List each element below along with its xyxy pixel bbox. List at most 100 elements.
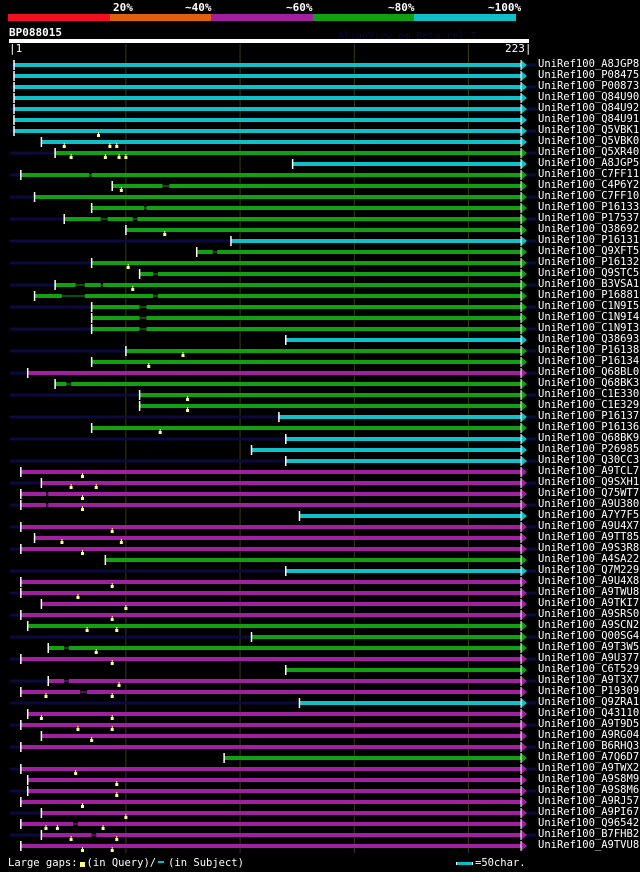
hit-end-arrow	[521, 544, 527, 554]
hit-label[interactable]: UniRef100_C1N9I4	[538, 311, 640, 323]
hit-label[interactable]: UniRef100_C1N9I5	[538, 300, 640, 312]
query-gap-marker	[81, 805, 85, 808]
hit-label[interactable]: UniRef100_A9SCN2	[538, 619, 640, 631]
hit-label[interactable]: UniRef100_A7Q6D7	[538, 751, 640, 763]
hit-label[interactable]: UniRef100_Q96542	[538, 817, 640, 829]
hit-label[interactable]: UniRef100_C1E329	[538, 399, 640, 411]
hit-label[interactable]: UniRef100_A9S8M9	[538, 773, 640, 785]
hit-label[interactable]: UniRef100_P16881	[538, 289, 640, 301]
hit-label[interactable]: UniRef100_A9SRS0	[538, 608, 640, 620]
hit-label[interactable]: UniRef100_A4SA22	[538, 553, 640, 565]
query-gap-marker	[94, 651, 98, 654]
hit-label[interactable]: UniRef100_Q00SG4	[538, 630, 640, 642]
hit-label[interactable]: UniRef100_A9U4X8	[538, 575, 640, 587]
hit-segment	[34, 294, 62, 298]
hit-label[interactable]: UniRef100_Q38692	[538, 223, 640, 235]
hit-label[interactable]: UniRef100_Q9SXH1	[538, 476, 640, 488]
hit-label[interactable]: UniRef100_Q84U91	[538, 113, 640, 125]
query-gap-marker	[124, 816, 128, 819]
hit-label[interactable]: UniRef100_Q68BK9	[538, 432, 640, 444]
hit-label[interactable]: UniRef100_C4P6Y2	[538, 179, 640, 191]
hit-label[interactable]: UniRef100_P26985	[538, 443, 640, 455]
hit-label[interactable]: UniRef100_Q9STC5	[538, 267, 640, 279]
hit-end-arrow	[521, 566, 527, 576]
hit-label[interactable]: UniRef100_C1E330	[538, 388, 640, 400]
hit-label[interactable]: UniRef100_A9S8M6	[538, 784, 640, 796]
hit-label[interactable]: UniRef100_P16133	[538, 201, 640, 213]
hit-label[interactable]: UniRef100_A9TCL7	[538, 465, 640, 477]
hit-label[interactable]: UniRef100_C6T529	[538, 663, 640, 675]
hit-label[interactable]: UniRef100_P19309	[538, 685, 640, 697]
hit-label[interactable]: UniRef100_Q7M229	[538, 564, 640, 576]
hit-label[interactable]: UniRef100_P08475	[538, 69, 640, 81]
hit-label[interactable]: UniRef100_A9TWU8	[538, 586, 640, 598]
hit-label[interactable]: UniRef100_A9S3R8	[538, 542, 640, 554]
hit-label[interactable]: UniRef100_A9TT85	[538, 531, 640, 543]
hit-label[interactable]: UniRef100_P16131	[538, 234, 640, 246]
color-swatch-40	[109, 14, 212, 21]
hit-segment	[285, 459, 521, 463]
hit-end-arrow	[521, 731, 527, 741]
hit-label[interactable]: UniRef100_A9TKI7	[538, 597, 640, 609]
hit-label[interactable]: UniRef100_A9PI67	[538, 806, 640, 818]
hit-label[interactable]: UniRef100_A8JGP5	[538, 157, 640, 169]
legend-label-40: ~40%	[185, 1, 212, 14]
hit-label[interactable]: UniRef100_Q5VBK1	[538, 124, 640, 136]
hit-segment	[299, 701, 521, 705]
hit-label[interactable]: UniRef100_Q68BK3	[538, 377, 640, 389]
hit-label[interactable]: UniRef100_B7FHB2	[538, 828, 640, 840]
hit-label[interactable]: UniRef100_B3VSA1	[538, 278, 640, 290]
hit-label[interactable]: UniRef100_A9RJ57	[538, 795, 640, 807]
hit-label[interactable]: UniRef100_P16136	[538, 421, 640, 433]
hit-label[interactable]: UniRef100_A9TVU8	[538, 839, 640, 851]
hit-label[interactable]: UniRef100_Q68BL0	[538, 366, 640, 378]
hit-segment	[285, 338, 521, 342]
hit-label[interactable]: UniRef100_A9U377	[538, 652, 640, 664]
query-gap-marker	[117, 684, 121, 687]
hit-label[interactable]: UniRef100_A9T3W5	[538, 641, 640, 653]
query-gap-marker	[110, 585, 114, 588]
hit-label[interactable]: UniRef100_A9T9D5	[538, 718, 640, 730]
hit-label[interactable]: UniRef100_A9T3X7	[538, 674, 640, 686]
hit-end-arrow	[521, 533, 527, 543]
hit-label[interactable]: UniRef100_Q5VBK0	[538, 135, 640, 147]
hit-label[interactable]: UniRef100_A9TWX2	[538, 762, 640, 774]
hit-label[interactable]: UniRef100_A9U4X7	[538, 520, 640, 532]
hit-label[interactable]: UniRef100_P16138	[538, 344, 640, 356]
hit-label[interactable]: UniRef100_A8JGP8	[538, 58, 640, 70]
hit-end-arrow	[521, 269, 527, 279]
hit-label[interactable]: UniRef100_P16137	[538, 410, 640, 422]
hit-label[interactable]: UniRef100_C7FF10	[538, 190, 640, 202]
hit-label[interactable]: UniRef100_Q75WT7	[538, 487, 640, 499]
query-gap-marker	[110, 717, 114, 720]
hit-label[interactable]: UniRef100_Q30CC3	[538, 454, 640, 466]
hit-label[interactable]: UniRef100_Q84U92	[538, 102, 640, 114]
hit-label[interactable]: UniRef100_C7FF11	[538, 168, 640, 180]
hit-segment	[87, 690, 521, 694]
hit-label[interactable]: UniRef100_A7Y7F5	[538, 509, 640, 521]
hit-label[interactable]: UniRef100_P17537	[538, 212, 640, 224]
hit-label[interactable]: UniRef100_Q38693	[538, 333, 640, 345]
hit-segment	[84, 294, 154, 298]
hit-label[interactable]: UniRef100_C1N9I3	[538, 322, 640, 334]
hit-end-arrow	[521, 302, 527, 312]
hit-label[interactable]: UniRef100_A9U380	[538, 498, 640, 510]
hit-end-arrow	[521, 104, 527, 114]
hit-segment	[91, 173, 521, 177]
hit-label[interactable]: UniRef100_Q84U90	[538, 91, 640, 103]
query-gap-marker	[110, 618, 114, 621]
hit-label[interactable]: UniRef100_P00873	[538, 80, 640, 92]
hit-label[interactable]: UniRef100_Q5XR40	[538, 146, 640, 158]
hit-label[interactable]: UniRef100_A9RG04	[538, 729, 640, 741]
hit-label[interactable]: UniRef100_P16132	[538, 256, 640, 268]
query-bar	[9, 39, 529, 43]
hit-label[interactable]: UniRef100_B6RHQ3	[538, 740, 640, 752]
hit-end-arrow	[521, 71, 527, 81]
hit-label[interactable]: UniRef100_Q9ZRA1	[538, 696, 640, 708]
query-gap-marker	[124, 607, 128, 610]
hit-segment	[20, 580, 522, 584]
hit-label[interactable]: UniRef100_Q43110	[538, 707, 640, 719]
hit-label[interactable]: UniRef100_P16134	[538, 355, 640, 367]
hit-segment	[278, 415, 521, 419]
hit-label[interactable]: UniRef100_Q9XFT5	[538, 245, 640, 257]
